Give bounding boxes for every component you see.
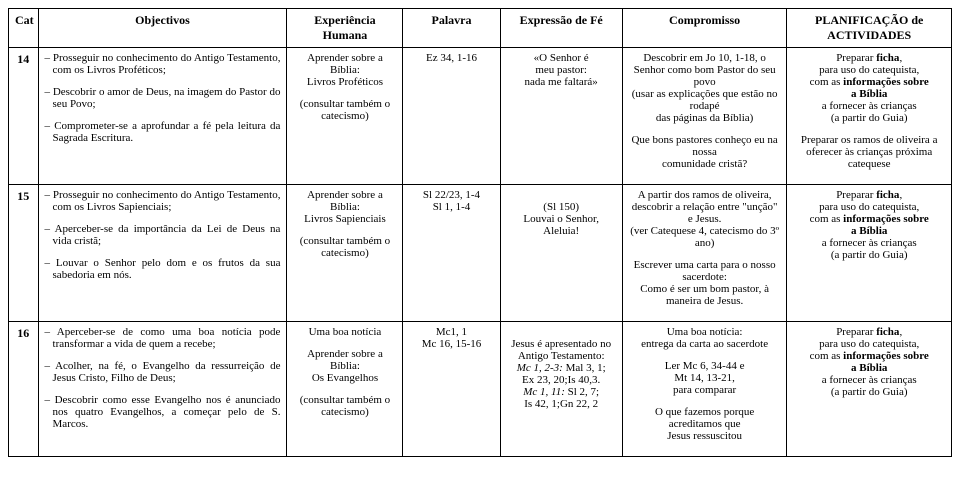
objective-item: – Comprometer-se a aprofundar a fé pela … <box>45 120 281 144</box>
objective-item: – Acolher, na fé, o Evangelho da ressurr… <box>45 360 281 384</box>
commitment-cell: Uma boa notícia:entrega da carta ao sace… <box>622 322 787 457</box>
experience-cell: Uma boa notíciaAprender sobre a Bíblia:O… <box>287 322 403 457</box>
objective-item: – Louvar o Senhor pelo dom e os frutos d… <box>45 257 281 281</box>
commitment-cell: A partir dos ramos de oliveira, descobri… <box>622 185 787 322</box>
header-cat: Cat <box>9 9 39 48</box>
header-pal: Palavra <box>403 9 500 48</box>
header-obj: Objectivos <box>38 9 287 48</box>
table-body: 14– Prosseguir no conhecimento do Antigo… <box>9 48 952 457</box>
objectives-cell: – Aperceber-se de como uma boa notícia p… <box>38 322 287 457</box>
planning-cell: Preparar ficha,para uso do catequista,co… <box>787 322 952 457</box>
cat-number: 16 <box>9 322 39 457</box>
faith-cell: Jesus é apresentado no Antigo Testamento… <box>500 322 622 457</box>
objectives-cell: – Prosseguir no conhecimento do Antigo T… <box>38 185 287 322</box>
objective-item: – Aperceber-se da importância da Lei de … <box>45 223 281 247</box>
header-row: Cat Objectivos Experiência Humana Palavr… <box>9 9 952 48</box>
faith-cell: (Sl 150)Louvai o Senhor,Aleluia! <box>500 185 622 322</box>
cat-number: 14 <box>9 48 39 185</box>
header-plan: PLANIFICAÇÃO de ACTIVIDADES <box>787 9 952 48</box>
planning-cell: Preparar ficha,para uso do catequista,co… <box>787 185 952 322</box>
table-row: 15– Prosseguir no conhecimento do Antigo… <box>9 185 952 322</box>
word-cell: Sl 22/23, 1-4Sl 1, 1-4 <box>403 185 500 322</box>
experience-cell: Aprender sobre a Bíblia:Livros Sapiencia… <box>287 185 403 322</box>
header-com: Compromisso <box>622 9 787 48</box>
table-row: 16– Aperceber-se de como uma boa notícia… <box>9 322 952 457</box>
header-exp: Experiência Humana <box>287 9 403 48</box>
word-cell: Mc1, 1Mc 16, 15-16 <box>403 322 500 457</box>
experience-cell: Aprender sobre a Bíblia:Livros Profético… <box>287 48 403 185</box>
objective-item: – Descobrir como esse Evangelho nos é an… <box>45 394 281 430</box>
faith-cell: «O Senhor émeu pastor:nada me faltará» <box>500 48 622 185</box>
objective-item: – Aperceber-se de como uma boa notícia p… <box>45 326 281 350</box>
objective-item: – Prosseguir no conhecimento do Antigo T… <box>45 52 281 76</box>
planning-cell: Preparar ficha,para uso do catequista,co… <box>787 48 952 185</box>
planning-table: Cat Objectivos Experiência Humana Palavr… <box>8 8 952 457</box>
word-cell: Ez 34, 1-16 <box>403 48 500 185</box>
header-fe: Expressão de Fé <box>500 9 622 48</box>
objective-item: – Descobrir o amor de Deus, na imagem do… <box>45 86 281 110</box>
objective-item: – Prosseguir no conhecimento do Antigo T… <box>45 189 281 213</box>
table-row: 14– Prosseguir no conhecimento do Antigo… <box>9 48 952 185</box>
commitment-cell: Descobrir em Jo 10, 1-18, o Senhor como … <box>622 48 787 185</box>
cat-number: 15 <box>9 185 39 322</box>
objectives-cell: – Prosseguir no conhecimento do Antigo T… <box>38 48 287 185</box>
